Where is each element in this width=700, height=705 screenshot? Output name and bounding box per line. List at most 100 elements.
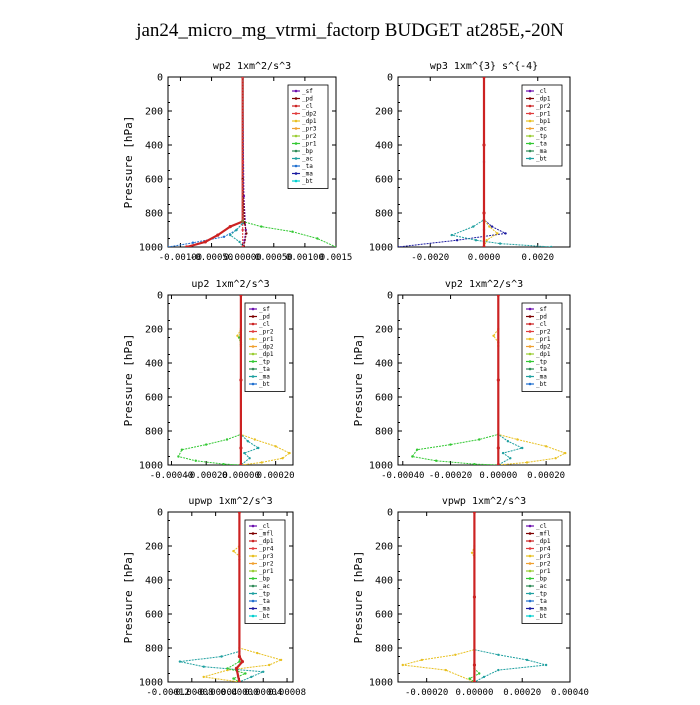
- data-point: [243, 222, 246, 225]
- y-tick-label: 800: [375, 644, 393, 655]
- x-tick-label: -0.0020: [411, 253, 449, 263]
- data-point: [191, 241, 195, 244]
- series-line: [179, 512, 264, 682]
- x-tick-label: -0.00040: [381, 471, 424, 481]
- y-axis-label: Pressure [hPa]: [352, 334, 365, 427]
- legend-marker: [528, 89, 532, 93]
- data-point: [496, 295, 500, 297]
- data-point: [472, 595, 477, 599]
- legend-box: [244, 519, 286, 624]
- legend-label: _cl: [536, 321, 547, 328]
- data-point: [525, 461, 529, 464]
- data-point: [450, 233, 453, 237]
- legend-marker: [528, 569, 532, 573]
- data-point: [444, 668, 447, 672]
- legend-label: _sf: [259, 306, 270, 313]
- panel-2: wp3 1xm^{3} s^{-4} 0 200 400 600 800 1000 -0.00…: [369, 61, 571, 263]
- x-tick-label: 0.0020: [521, 253, 554, 263]
- panel-6: vpwp 1xm^2/s^3 0 200 400 600 800 1000 Pressure …: [352, 496, 589, 698]
- x-tick-label: 0.0000: [468, 253, 501, 263]
- data-point: [241, 160, 244, 164]
- legend-marker: [528, 307, 532, 311]
- legend-marker: [251, 554, 255, 558]
- legend-label: _ma: [536, 148, 547, 155]
- legend-label: _bp1: [536, 118, 551, 125]
- data-point: [506, 440, 510, 443]
- data-point: [504, 232, 507, 235]
- data-point: [492, 334, 495, 337]
- data-point: [415, 448, 419, 451]
- legend-marker: [251, 367, 255, 371]
- data-point: [454, 653, 457, 656]
- legend-label: _bt: [259, 613, 270, 620]
- data-point: [237, 654, 242, 659]
- x-tick-label: 0.00000: [222, 471, 260, 481]
- legend-label: _pr2: [536, 103, 551, 110]
- legend-label: _ma: [259, 374, 270, 381]
- y-tick-label: 400: [375, 141, 393, 152]
- legend-label: _ma: [536, 374, 547, 381]
- y-tick-label: 1000: [369, 243, 393, 254]
- data-point: [243, 451, 246, 455]
- data-point: [244, 672, 247, 675]
- data-point: [544, 663, 548, 667]
- data-point: [260, 225, 263, 228]
- x-tick-label: 0.00020: [527, 471, 565, 481]
- legend-marker: [528, 97, 532, 100]
- data-point: [241, 222, 244, 225]
- data-point: [334, 245, 336, 247]
- legend-label: _cl: [536, 523, 547, 530]
- data-point: [237, 336, 241, 339]
- y-tick-label: 200: [145, 107, 163, 118]
- legend-label: _cl: [302, 103, 313, 110]
- legend-label: _pd: [536, 314, 547, 321]
- legend-marker: [528, 127, 532, 130]
- legend-label: _ma: [259, 606, 270, 613]
- data-point: [496, 378, 500, 382]
- legend-marker: [251, 562, 255, 565]
- data-point: [238, 660, 241, 663]
- legend-marker: [528, 157, 532, 160]
- data-point: [420, 658, 424, 662]
- legend-label: _tp: [536, 591, 547, 598]
- x-tick-label: -0.00020: [429, 471, 472, 481]
- data-point: [226, 668, 229, 672]
- data-point: [203, 240, 207, 244]
- data-point: [496, 463, 500, 465]
- y-tick-label: 200: [375, 542, 393, 553]
- x-tick-label: -0.00008: [170, 688, 213, 698]
- legend-marker: [251, 337, 255, 341]
- legend-marker: [294, 97, 298, 100]
- series-line: [473, 512, 547, 682]
- data-point: [482, 77, 486, 79]
- series-line: [168, 77, 244, 247]
- x-tick-label: -0.00012: [146, 688, 189, 698]
- legend-marker: [251, 577, 255, 580]
- data-point: [238, 240, 241, 244]
- data-point: [398, 245, 400, 247]
- plot-frame: [167, 511, 294, 683]
- y-tick-label: 400: [145, 141, 163, 152]
- x-tick-label: 0.00000: [455, 688, 493, 698]
- legend-label: _cl: [259, 321, 270, 328]
- legend-marker: [528, 315, 532, 318]
- legend-label: _tp: [259, 359, 270, 366]
- x-tick-label: 0.0015: [320, 253, 353, 263]
- legend-marker: [251, 584, 255, 588]
- data-point: [482, 675, 486, 679]
- data-point: [488, 225, 491, 228]
- legend-label: _dp1: [259, 351, 274, 358]
- legend-label: _pr2: [259, 329, 274, 336]
- legend-box: [287, 84, 329, 189]
- legend-marker: [294, 119, 298, 123]
- data-point: [177, 455, 180, 458]
- data-point: [291, 230, 294, 233]
- data-point: [194, 459, 197, 462]
- legend-marker: [528, 592, 532, 595]
- legend-label: _pr2: [536, 561, 551, 568]
- panel-title: wp3 1xm^{3} s^{-4}: [430, 61, 538, 72]
- data-point: [472, 663, 477, 667]
- legend-label: _bt: [536, 156, 547, 163]
- legend-marker: [528, 577, 532, 580]
